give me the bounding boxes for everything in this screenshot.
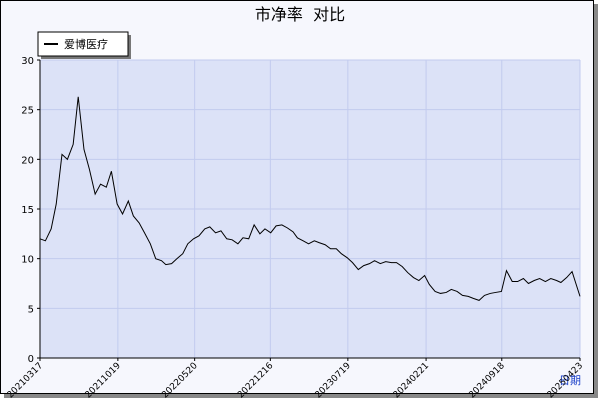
legend-label: 爱博医疗 — [64, 37, 108, 51]
y-tick-label: 15 — [21, 205, 34, 216]
y-tick-label: 20 — [21, 155, 34, 166]
chart-title: 市净率 对比 — [255, 5, 345, 24]
y-tick-label: 30 — [21, 56, 34, 67]
series-line — [39, 96, 581, 301]
x-axis-label: 日期 — [559, 374, 581, 387]
y-tick-label: 5 — [28, 304, 34, 315]
y-tick-label: 25 — [21, 106, 34, 117]
y-tick-label: 10 — [21, 255, 34, 266]
y-tick-label: 0 — [28, 354, 34, 365]
plot-area — [39, 59, 581, 359]
